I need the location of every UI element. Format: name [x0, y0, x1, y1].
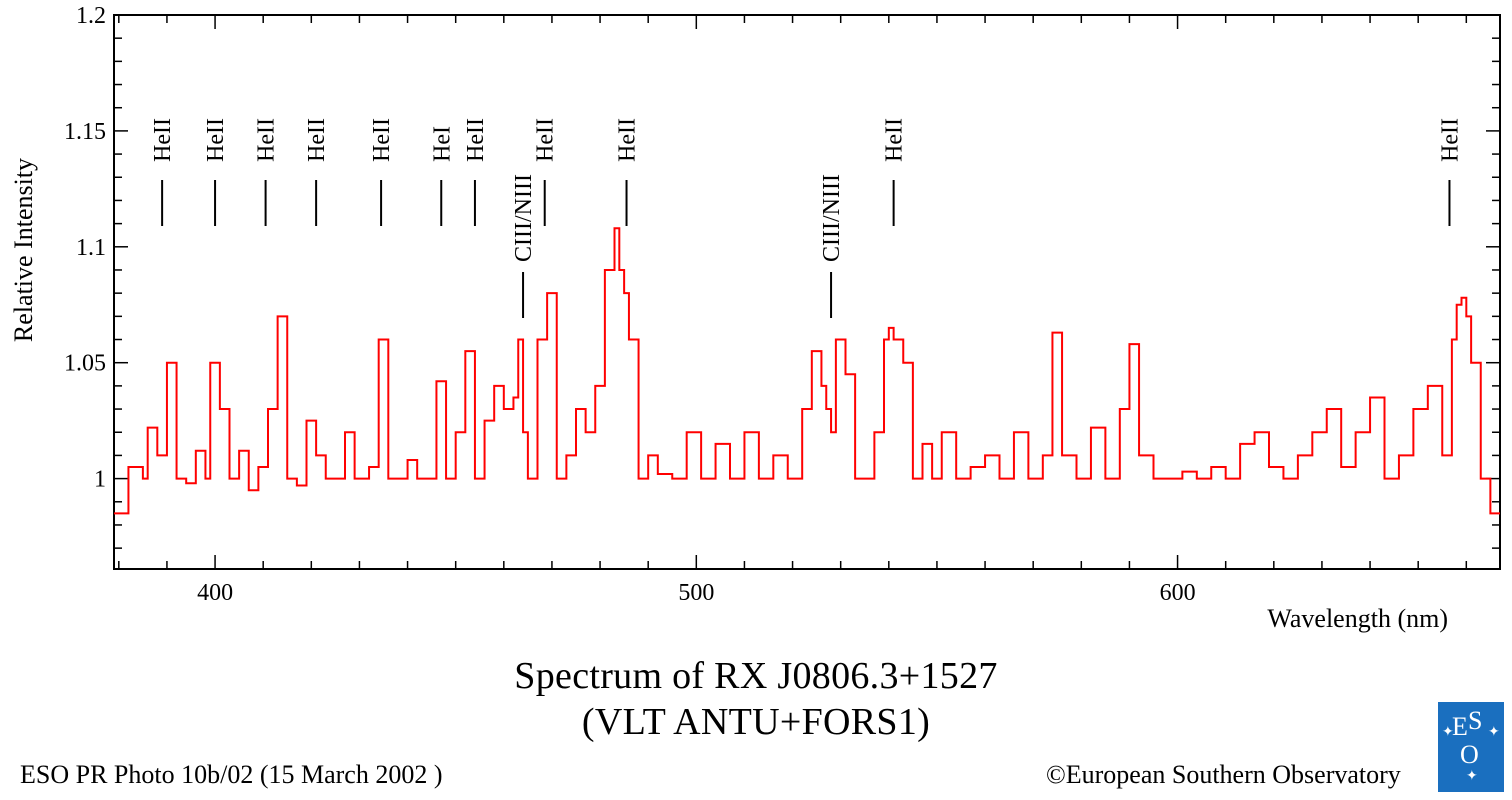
- line-label: CIII/NIII: [819, 174, 845, 262]
- photo-caption: ESO PR Photo 10b/02 (15 March 2002 ): [20, 760, 443, 789]
- line-label: HeI: [429, 126, 455, 162]
- y-tick-label: 1.15: [64, 119, 106, 145]
- line-label: HeII: [203, 118, 229, 162]
- chart-title: Spectrum of RX J0806.3+1527: [514, 655, 998, 697]
- y-axis-label: Relative Intensity: [9, 158, 38, 342]
- line-label: HeII: [533, 118, 559, 162]
- y-tick-label: 1.1: [76, 235, 106, 261]
- chart-subtitle: (VLT ANTU+FORS1): [581, 701, 931, 743]
- line-label: HeII: [254, 118, 280, 162]
- y-tick-label: 1: [94, 467, 106, 493]
- line-label: HeII: [1437, 118, 1463, 162]
- x-tick-label: 600: [1160, 580, 1196, 606]
- plot-frame: [113, 14, 1501, 570]
- eso-logo: E S O ✦ ✦ ✦: [1438, 702, 1504, 792]
- line-label: HeII: [369, 118, 395, 162]
- line-label: HeII: [463, 118, 489, 162]
- line-label: CIII/NIII: [511, 174, 537, 262]
- line-label: HeII: [304, 118, 330, 162]
- copyright-text: ©European Southern Observatory: [1046, 760, 1401, 789]
- line-label: HeII: [150, 118, 176, 162]
- x-tick-label: 400: [197, 580, 233, 606]
- spectrum-line: [114, 227, 1500, 515]
- x-tick-label: 500: [678, 580, 714, 606]
- x-axis-label: Wavelength (nm): [1267, 604, 1448, 633]
- line-label: HeII: [882, 118, 908, 162]
- line-label: HeII: [615, 118, 641, 162]
- y-tick-label: 1.2: [76, 3, 106, 29]
- y-tick-label: 1.05: [64, 351, 106, 377]
